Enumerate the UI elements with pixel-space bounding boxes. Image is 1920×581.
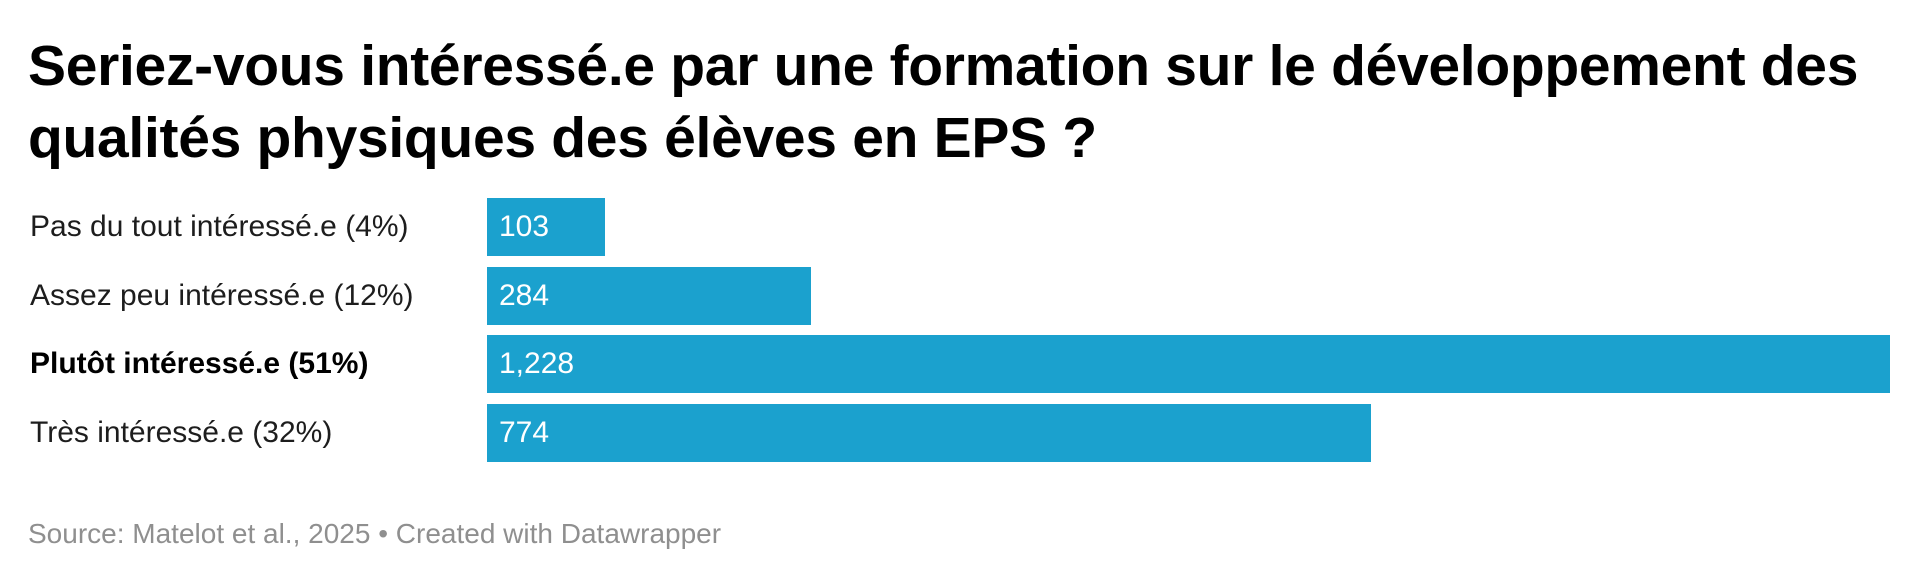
bar-value-label: 774 [499, 415, 550, 449]
chart-title: Seriez-vous intéressé.e par une formatio… [28, 34, 1859, 170]
category-label: Pas du tout intéressé.e (4%) [30, 210, 409, 243]
bar: 284 [487, 266, 812, 325]
bar: 103 [487, 198, 605, 256]
bar: 1,228 [487, 335, 1890, 393]
category-label: Très intéressé.e (32%) [30, 415, 333, 449]
source-footer: Source: Matelot et al., 2025 • Created w… [28, 518, 722, 549]
bar-value-label: 103 [499, 210, 550, 243]
bar-value-label: 284 [499, 278, 550, 312]
bar: 774 [487, 403, 1372, 462]
category-label: Assez peu intéressé.e (12%) [30, 278, 414, 312]
category-label: Plutôt intéressé.e (51%) [30, 347, 369, 380]
bar-value-label: 1,228 [499, 347, 575, 380]
